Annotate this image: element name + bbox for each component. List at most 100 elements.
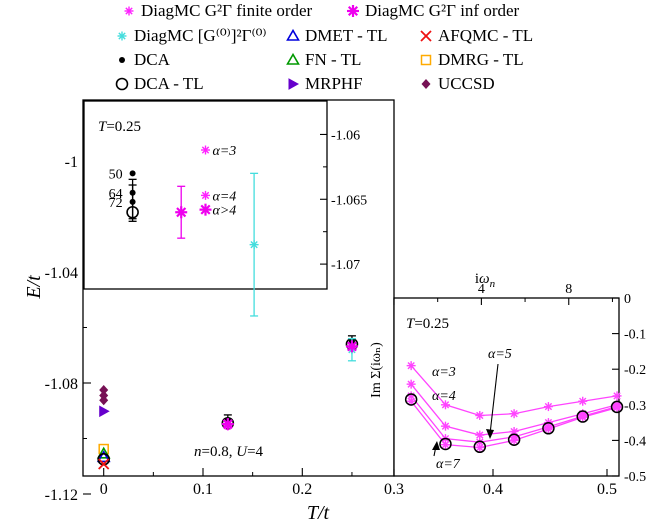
inset2-ytick-label: -0.3: [624, 399, 646, 414]
inset2-series-point-stroke: [613, 403, 621, 412]
inset2-series-point: [475, 443, 485, 453]
main-point-dmet: [96, 450, 111, 463]
legend-label-inf: DiagMC G²Γ inf order: [365, 1, 520, 20]
main-xtick-label: 0.2: [292, 481, 312, 498]
legend-marker-uccsd: [421, 79, 431, 89]
inset1-alpha-label: α=4: [213, 189, 237, 204]
main-annotation-part: n: [194, 444, 202, 460]
legend-marker-inf-stroke: [347, 5, 359, 17]
main-xtick-label: 0: [100, 481, 108, 498]
main-xlabel: T/t: [307, 502, 330, 524]
inset2-series-point-stroke: [579, 413, 587, 421]
inset2-alpha7-label: α=7: [436, 457, 461, 472]
inset2-circle-point: [439, 437, 452, 451]
inset2-series-point: [543, 402, 553, 412]
inset1-size-label: 72: [109, 196, 123, 211]
main-ylabel: E/t: [23, 275, 45, 300]
inset2-alpha5-label: α=5: [488, 347, 512, 362]
legend-label-afqmc: AFQMC - TL: [438, 26, 533, 45]
inset2-title: T=0.25: [406, 316, 449, 332]
main-point-inf-stroke: [346, 341, 357, 352]
inset2-series-point-stroke: [544, 425, 553, 433]
inset1-point-dca-shape: [129, 170, 136, 177]
main-ytick-label: -1.08: [45, 376, 78, 393]
legend-marker-dmet-shape: [286, 28, 300, 41]
inset2-series-point-stroke: [441, 440, 450, 449]
inset2-xlabel-n: n: [490, 278, 496, 290]
inset2-ytick-label: -0.5: [624, 470, 646, 485]
inset2-circle-point: [542, 422, 555, 435]
inset2-series-point: [406, 361, 416, 371]
main-point-fn: [96, 446, 111, 459]
inset2-alpha7-arrowhead: [432, 441, 440, 450]
main-annotation-part: U: [236, 444, 248, 460]
main-ytick-label: -1.04: [45, 265, 78, 282]
main-frame: [82, 99, 395, 477]
inset2-circle-point: [473, 440, 487, 454]
inset2-ytick-label: 0: [624, 292, 631, 307]
inset2-series-point-stroke: [407, 380, 415, 388]
main-point-mrphf: [99, 405, 110, 418]
inset2-ytick-label: -0.2: [624, 363, 646, 378]
main-annotation-part: =4: [247, 444, 263, 460]
legend-marker-finite: [124, 6, 134, 16]
legend-marker-dmet: [286, 28, 300, 41]
main-point-uccsd: [99, 384, 109, 395]
legend-marker-dca-shape: [119, 57, 125, 63]
inset2-series-point: [578, 412, 588, 422]
legend-marker-afqmc-stroke: [420, 30, 432, 42]
legend-label-dmrg: DMRG - TL: [438, 50, 524, 69]
inset2-series-point-stroke: [544, 402, 553, 411]
inset2-series-point: [440, 400, 450, 410]
inset1-point-finite-stroke: [201, 191, 210, 200]
inset2-series-point-stroke: [441, 422, 450, 430]
legend-marker-dmrg-shape: [420, 54, 432, 66]
inset2-series-point-stroke: [407, 397, 415, 405]
inset2-series-point: [440, 421, 450, 431]
main-point-afqmc: [98, 458, 110, 470]
legend-label-fn: FN - TL: [305, 50, 361, 69]
main-point-dmet-shape: [96, 450, 111, 463]
legend-label-dca: DCA: [134, 50, 171, 69]
legend-marker-inf: [347, 5, 359, 17]
inset2-series-point-stroke: [476, 438, 484, 446]
inset2-bottom-tick-label: 0.5: [597, 481, 617, 498]
inset2-xlabel-omega: ω: [479, 271, 490, 287]
inset1-title: T=0.25: [98, 119, 141, 135]
inset2-series-point: [578, 396, 588, 406]
main-point-mrphf-shape: [99, 405, 110, 418]
inset2-series-point-stroke: [476, 431, 484, 439]
inset2-xlabel: iωn: [475, 271, 496, 290]
inset2-ylabel: Im Σ(iωₙ): [369, 342, 384, 398]
inset2-circle-point: [610, 400, 624, 414]
legend-marker-g0-stroke: [118, 32, 126, 40]
legend-marker-mrphf: [288, 78, 300, 90]
inset2-alpha5-arrow: [489, 363, 499, 435]
main-annotation: n=0.8, U=4: [194, 444, 264, 460]
legend-marker-uccsd-shape: [421, 79, 431, 89]
inset2-frame: [393, 297, 620, 477]
inset2-title-T: T: [406, 316, 416, 332]
inset2-circle-point: [404, 393, 418, 406]
inset1-ytick-label: -1.06: [331, 128, 360, 143]
inset2-circle-point: [576, 410, 589, 423]
inset2-xlabel-i: i: [475, 271, 479, 287]
inset2-ytick-label: -0.4: [624, 434, 646, 449]
inset2-ytick-label: -0.1: [624, 328, 646, 343]
inset1-point-inf: [175, 206, 188, 219]
main-ytick-label: -1.12: [45, 487, 78, 504]
inset1-alpha-label: α>4: [213, 204, 237, 219]
main-ytick-label: -1: [65, 154, 78, 171]
main-point-inf-stroke: [222, 419, 233, 430]
inset1-alpha-label: α=3: [213, 144, 237, 159]
main-annotation-part: =0.8,: [202, 444, 237, 460]
main-point-inf: [221, 418, 234, 431]
main-point-afqmc-stroke: [98, 458, 110, 470]
inset2-series-point-stroke: [476, 411, 484, 420]
inset1-title-T: T: [98, 119, 108, 135]
inset2-series-point-stroke: [510, 427, 518, 436]
legend-marker-dmrg: [420, 54, 432, 66]
inset1-point-dca: [129, 170, 136, 177]
legend-label-mrphf: MRPHF: [305, 74, 363, 93]
